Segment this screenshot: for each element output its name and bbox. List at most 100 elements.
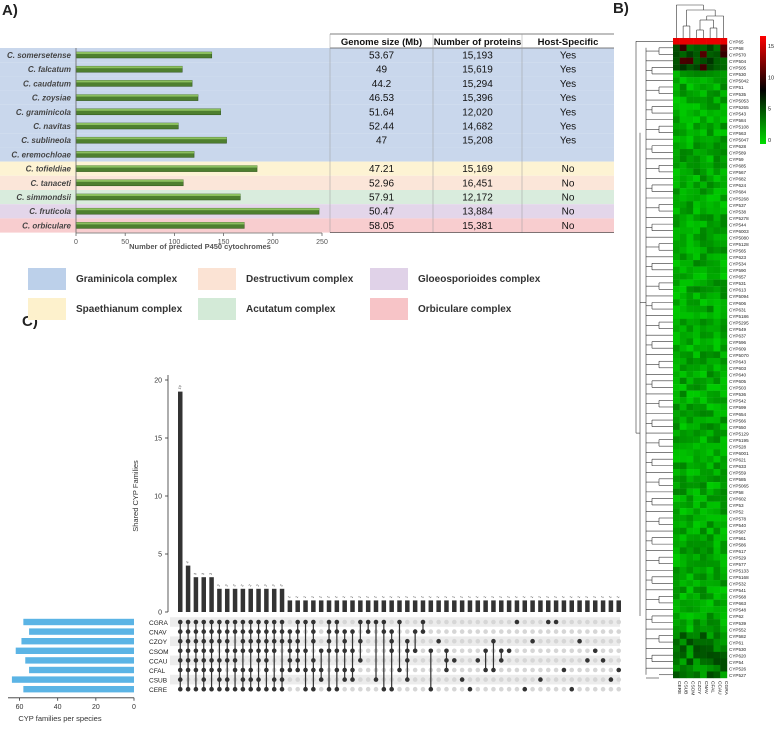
matrix-dot-inactive [483,638,488,644]
heatmap-cell [679,560,687,568]
heatmap-cell [679,416,687,424]
intersection-bar-label: 1 [358,595,362,598]
matrix-dot-inactive [561,686,567,692]
heatmap-cell [700,103,707,111]
heatmap-cell [673,364,680,372]
matrix-dot-inactive [365,686,371,692]
heatmap-cell [679,129,687,137]
heatmap-cell [700,397,707,404]
heatmap-cell [679,38,687,45]
matrix-dot-inactive [538,686,543,692]
heatmap-cell [713,135,721,143]
intersection-bar [311,600,316,612]
heatmap-cell [679,645,687,653]
heatmap-cell [679,162,687,169]
matrix-dot-inactive [498,638,504,644]
matrix-dot-active [420,629,426,634]
table-cell: 52.96 [369,178,394,189]
heatmap-cell [679,638,687,646]
intersection-bar [358,600,363,612]
heatmap-cell [679,181,687,189]
matrix-dot-inactive [569,619,575,625]
matrix-dot-inactive [365,648,371,654]
heatmap-cell [706,514,714,522]
intersection-bar-label: 3 [209,572,213,575]
heatmap-cell [713,436,721,444]
matrix-dot-inactive [585,686,590,692]
heatmap-row-label: CYP587 [729,529,747,534]
heatmap-cell [700,122,707,130]
heatmap-cell [713,501,721,509]
heatmap-cell [693,175,701,182]
heatmap-row-label: CYP623 [729,255,747,260]
heatmap-row-label: CYP58 [729,490,744,495]
heatmap-row-label: CYP548 [729,608,747,613]
panel-label-a: A) [2,2,18,19]
heatmap-cell [700,664,707,672]
heatmap-cell [679,109,687,117]
heatmap-cell [713,168,721,176]
heatmap-cell [720,586,728,594]
heatmap-cell [706,566,714,574]
heatmap-cell [679,540,687,548]
heatmap-cell [713,410,721,417]
heatmap-cell [673,135,680,143]
heatmap-cell [713,44,721,52]
heatmap-cell [673,220,680,228]
matrix-dot-inactive [592,619,598,625]
matrix-dot-inactive [514,638,520,644]
heatmap-cell [693,44,701,52]
matrix-dot-inactive [365,638,371,644]
heatmap-cell [679,390,687,398]
intersection-bar-label: 1 [342,595,346,598]
heatmap-cell [713,116,721,124]
heatmap-cell [706,364,714,372]
heatmap-cell [693,645,701,653]
heatmap-cell [720,214,728,222]
species-label: C. caudatum [23,79,71,88]
matrix-dot-inactive [616,686,622,692]
intersection-bar-label: 1 [350,595,354,598]
heatmap-cell [693,632,701,640]
heatmap-cell [706,351,714,359]
heatmap-cell [693,292,701,300]
heatmap-cell [679,188,687,195]
matrix-dot-active [569,686,575,692]
intersection-bar-label: 1 [397,595,401,598]
heatmap-cell [679,149,687,156]
table-cell: 50.47 [369,207,394,218]
heatmap-cell [693,371,701,378]
heatmap-cell [720,149,728,156]
matrix-dot-inactive [530,629,535,634]
matrix-dot-inactive [444,629,449,634]
heatmap-cell [713,96,721,104]
heatmap-cell [720,260,728,267]
matrix-dot-inactive [616,629,622,634]
heatmap-cell [720,51,728,58]
matrix-dot-inactive [420,648,426,654]
heatmap-cell [679,305,687,313]
heatmap-cell [673,488,680,496]
matrix-dot-inactive [420,677,426,682]
heatmap-cell [706,299,714,306]
legend-item: Graminicola complex [28,268,177,290]
matrix-stripe [170,617,620,627]
matrix-dot-inactive [553,667,559,673]
heatmap-cell [713,632,721,640]
heatmap-cell [673,371,680,378]
heatmap-row-label: CYP5168 [729,575,749,580]
table-cell: 46.53 [369,93,394,104]
heatmap-cell [713,299,721,306]
heatmap-cell [693,534,701,542]
intersection-bar-label: 1 [506,595,510,598]
heatmap-cell [713,149,721,156]
heatmap-row-label: CYP617 [729,549,747,554]
heatmap-cell [686,181,694,189]
heatmap-cell [693,540,701,548]
heatmap-cell [713,286,721,293]
heatmap-cell [686,344,694,352]
heatmap-cell [673,455,680,463]
heatmap-cell [693,599,701,607]
heatmap-cell [679,580,687,587]
intersection-bar [561,600,567,612]
